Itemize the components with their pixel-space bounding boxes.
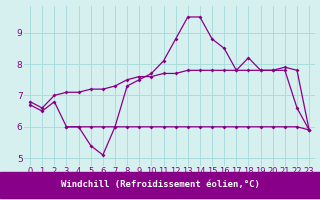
Text: Windchill (Refroidissement éolien,°C): Windchill (Refroidissement éolien,°C)	[60, 180, 260, 190]
